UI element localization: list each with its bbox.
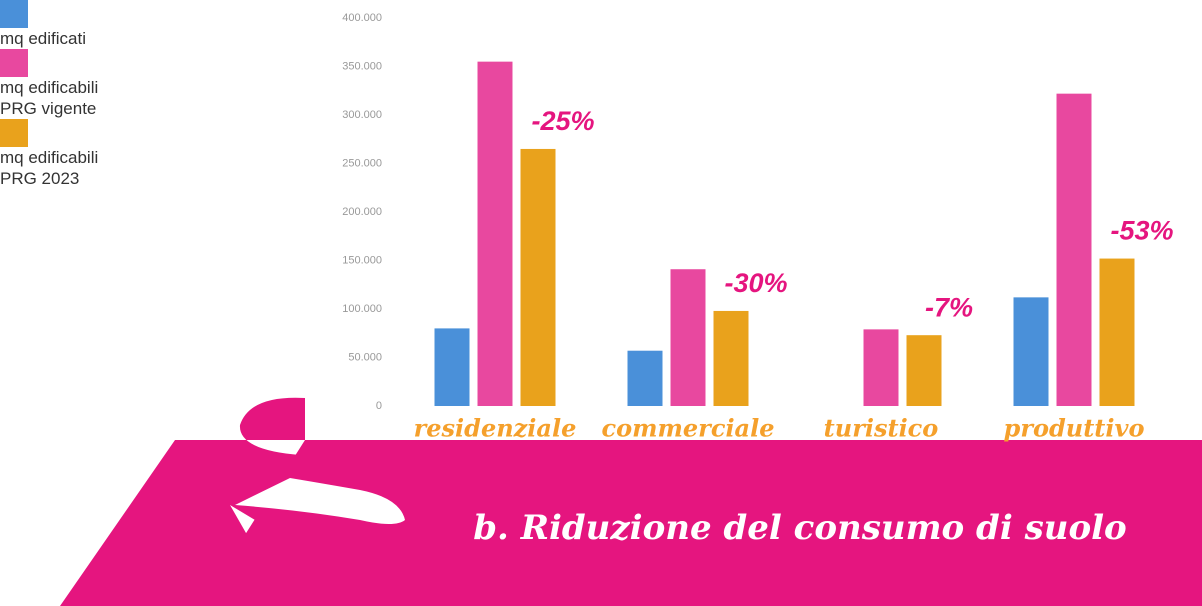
background-shape <box>60 397 1202 606</box>
x-tick-label: commerciale <box>602 414 775 443</box>
bar <box>1013 297 1049 406</box>
y-tick-label: 250.000 <box>342 157 382 169</box>
annotation: -30% <box>724 268 787 298</box>
y-tick-label: 150.000 <box>342 254 382 266</box>
y-tick-label: 50.000 <box>348 351 382 363</box>
x-tick-label: produttivo <box>1004 414 1145 443</box>
legend-label: mq edificabili PRG vigente <box>0 78 99 118</box>
legend-label: mq edificabili PRG 2023 <box>0 148 99 188</box>
legend-swatch <box>0 0 28 28</box>
legend-label: mq edificati <box>0 29 86 48</box>
x-tick-label: turistico <box>824 414 939 443</box>
legend-swatch <box>0 119 28 147</box>
annotation: -25% <box>531 106 594 136</box>
x-tick-label: residenziale <box>414 414 577 443</box>
bar <box>713 310 749 406</box>
legend-item: mq edificati <box>0 0 1202 49</box>
hand-shape <box>235 478 405 524</box>
bar <box>863 329 899 406</box>
bar <box>477 61 513 407</box>
annotation: -53% <box>1110 216 1173 246</box>
bar <box>434 328 470 406</box>
legend-item: mq edificabili PRG vigente <box>0 49 1202 119</box>
y-tick-label: 0 <box>376 400 382 412</box>
y-tick-label: 400.000 <box>342 12 382 24</box>
bar <box>906 335 942 406</box>
legend-swatch <box>0 49 28 77</box>
bar <box>670 269 706 406</box>
legend: mq edificati mq edificabili PRG vigente mq… <box>0 0 1202 189</box>
bar <box>520 148 556 406</box>
y-tick-label: 300.000 <box>342 109 382 121</box>
legend-item: mq edificabili PRG 2023 <box>0 119 1202 189</box>
y-tick-label: 200.000 <box>342 206 382 218</box>
bar <box>627 350 663 406</box>
bar <box>1099 258 1135 406</box>
bar <box>1056 93 1092 406</box>
y-tick-label: 100.000 <box>342 303 382 315</box>
annotation: -7% <box>925 292 973 322</box>
y-tick-label: 350.000 <box>342 60 382 72</box>
chart-title: b. Riduzione del consumo di suolo <box>473 508 1126 548</box>
